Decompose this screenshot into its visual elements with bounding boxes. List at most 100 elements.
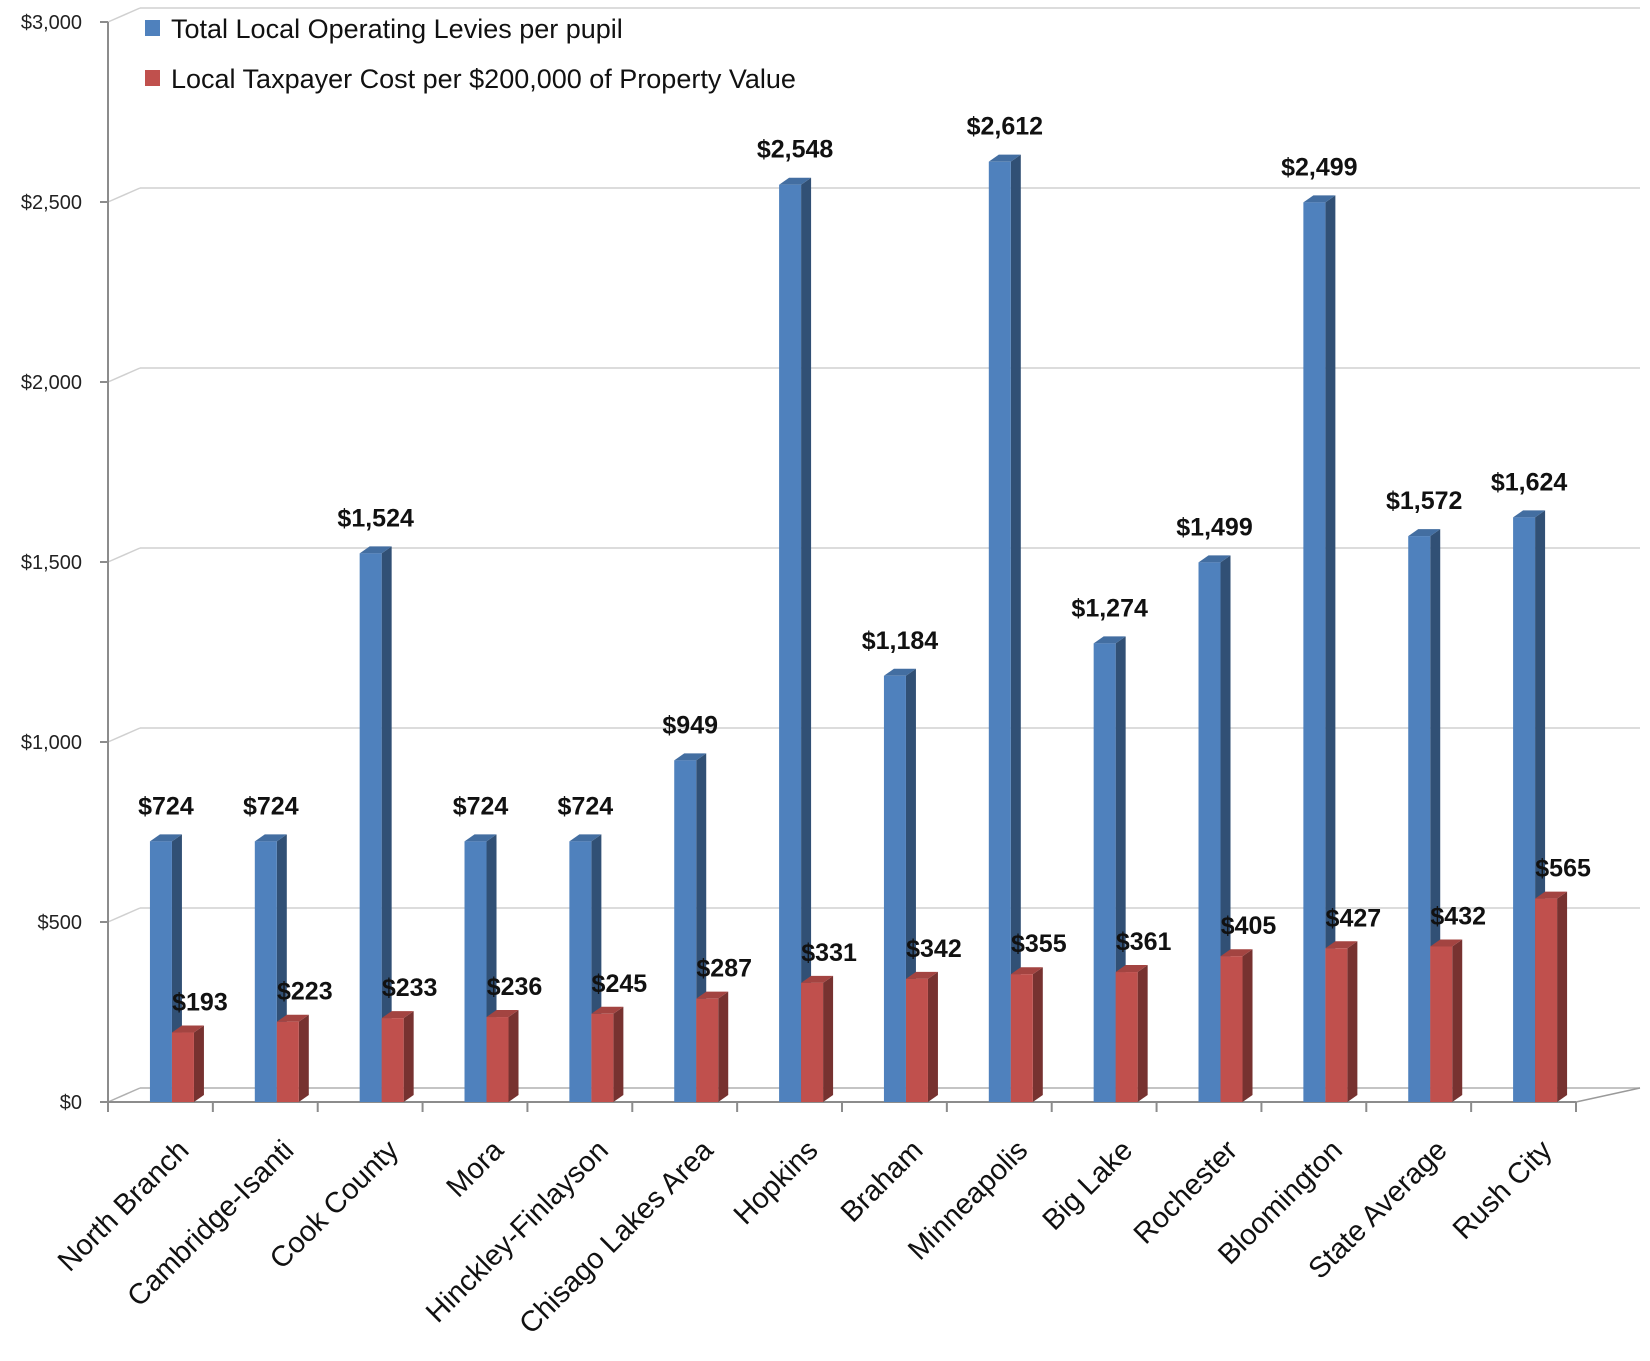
bar-top-taxpayer <box>171 1025 204 1033</box>
bar-side-levies <box>1325 195 1336 1103</box>
bar-side-taxpayer <box>823 975 834 1102</box>
bar-levies <box>779 184 802 1103</box>
bar-top-levies <box>1198 555 1231 563</box>
bar-top-taxpayer <box>1010 967 1043 975</box>
bar-top-taxpayer <box>1535 891 1568 899</box>
bar-levies <box>1093 643 1116 1102</box>
bar-top-levies <box>1513 510 1546 518</box>
bar-taxpayer <box>171 1032 194 1102</box>
gridline-diagonal <box>107 727 141 743</box>
bar-top-levies <box>359 546 392 554</box>
bar-levies <box>464 841 487 1102</box>
bar-levies <box>359 553 382 1102</box>
gridline-diagonal <box>107 907 141 923</box>
data-label-levies: $724 <box>243 792 299 820</box>
bar-side-taxpayer <box>508 1010 519 1102</box>
bar-side-taxpayer <box>1032 967 1043 1102</box>
bar-side-taxpayer <box>193 1025 204 1102</box>
bar-side-levies <box>801 177 812 1103</box>
bar-side-taxpayer <box>718 991 729 1102</box>
data-label-taxpayer: $245 <box>592 970 648 998</box>
bar-top-taxpayer <box>276 1014 309 1022</box>
data-label-taxpayer: $405 <box>1221 912 1277 940</box>
bar-taxpayer <box>1325 948 1348 1102</box>
bar-levies <box>883 675 906 1102</box>
bar-levies <box>254 841 277 1102</box>
data-label-taxpayer: $193 <box>172 989 228 1017</box>
data-label-levies: $1,624 <box>1491 468 1568 496</box>
data-label-levies: $724 <box>138 792 194 820</box>
bar-levies <box>1198 562 1221 1102</box>
bar-taxpayer <box>381 1018 404 1102</box>
bar-top-levies <box>1093 636 1126 644</box>
bar-levies <box>988 161 1011 1102</box>
data-label-taxpayer: $432 <box>1430 902 1486 930</box>
data-label-taxpayer: $233 <box>382 974 438 1002</box>
y-tick-label: $500 <box>38 912 83 934</box>
bar-top-taxpayer <box>801 975 834 983</box>
bar-top-taxpayer <box>381 1011 414 1019</box>
bar-levies <box>674 760 697 1102</box>
bar-levies <box>569 841 592 1102</box>
data-label-levies: $724 <box>558 792 614 820</box>
legend-label-levies: Total Local Operating Levies per pupil <box>171 14 623 44</box>
bar-top-levies <box>779 177 812 185</box>
data-label-levies: $724 <box>453 792 509 820</box>
legend-label-taxpayer: Local Taxpayer Cost per $200,000 of Prop… <box>171 64 796 94</box>
x-tick-label: Hinckley-Finlayson <box>420 1134 615 1329</box>
data-label-levies: $1,499 <box>1176 513 1252 541</box>
bar-top-levies <box>464 834 497 842</box>
data-label-levies: $1,572 <box>1386 487 1462 515</box>
data-label-levies: $949 <box>662 711 718 739</box>
x-tick-label: Rush City <box>1447 1134 1559 1246</box>
data-label-taxpayer: $355 <box>1011 930 1067 958</box>
bar-levies <box>1408 536 1431 1102</box>
bar-levies <box>1303 202 1326 1103</box>
bar-taxpayer <box>276 1021 299 1102</box>
data-label-levies: $1,524 <box>337 504 414 532</box>
bar-taxpayer <box>1220 956 1243 1102</box>
data-label-taxpayer: $427 <box>1326 904 1382 932</box>
x-tick-label: Hopkins <box>728 1134 825 1231</box>
bar-taxpayer <box>905 978 928 1102</box>
bar-side-levies <box>1010 154 1021 1102</box>
bar-side-taxpayer <box>927 971 938 1102</box>
bar-top-levies <box>569 834 602 842</box>
bar-top-taxpayer <box>486 1010 519 1018</box>
bar-top-levies <box>149 834 182 842</box>
gridline-diagonal <box>107 187 141 203</box>
y-tick-label: $2,000 <box>21 372 82 394</box>
data-label-levies: $2,499 <box>1281 153 1357 181</box>
bar-top-taxpayer <box>1325 941 1358 949</box>
bar-top-taxpayer <box>696 991 729 999</box>
bar-taxpayer <box>486 1017 509 1102</box>
bar-taxpayer <box>801 982 824 1102</box>
y-tick-label: $0 <box>60 1092 82 1114</box>
data-label-taxpayer: $342 <box>906 935 962 963</box>
gridline-diagonal <box>107 7 141 23</box>
bar-taxpayer <box>696 998 719 1102</box>
bar-top-taxpayer <box>591 1006 624 1014</box>
bar-side-taxpayer <box>1347 941 1358 1102</box>
bar-taxpayer <box>1430 946 1453 1102</box>
bar-side-taxpayer <box>613 1006 624 1102</box>
bar-top-levies <box>254 834 287 842</box>
bar-side-taxpayer <box>1557 891 1568 1102</box>
legend-swatch-levies <box>145 20 160 36</box>
bar-top-levies <box>1408 529 1441 537</box>
bar-top-taxpayer <box>1430 939 1463 947</box>
bar-side-taxpayer <box>403 1011 414 1102</box>
bar-top-levies <box>674 753 707 761</box>
bar-taxpayer <box>591 1013 614 1102</box>
gridline-diagonal <box>107 547 141 563</box>
data-label-taxpayer: $223 <box>277 978 333 1006</box>
bar-taxpayer <box>1535 898 1558 1102</box>
bar-top-taxpayer <box>1220 949 1253 957</box>
x-tick-label: Mora <box>441 1134 511 1204</box>
data-label-levies: $2,612 <box>967 113 1043 141</box>
bar-top-taxpayer <box>905 971 938 979</box>
data-label-levies: $1,184 <box>862 627 939 655</box>
bar-taxpayer <box>1010 974 1033 1102</box>
bar-levies <box>149 841 172 1102</box>
